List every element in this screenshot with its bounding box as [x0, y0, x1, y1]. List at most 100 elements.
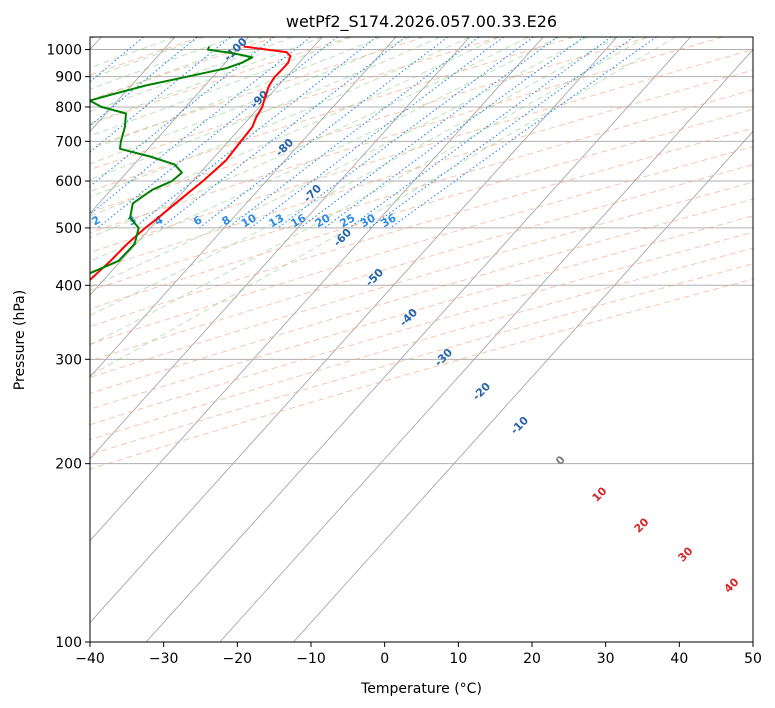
- moist-adiabat-line: [90, 37, 647, 346]
- x-tick-label: 0: [380, 651, 389, 667]
- x-tick-label: −30: [149, 651, 179, 667]
- dry-adiabat-line: [90, 69, 753, 273]
- chart-title: wetPf2_S174.2026.057.00.33.E26: [286, 12, 557, 32]
- dry-adiabat-label: -10: [508, 414, 531, 437]
- dewpoint-profile-line: [90, 46, 254, 275]
- dry-adiabats: [90, 37, 753, 470]
- x-tick-label: 40: [670, 651, 688, 667]
- y-tick-label: 500: [55, 221, 82, 237]
- isotherm-gridline: [90, 37, 323, 296]
- pressure-gridlines: [90, 49, 753, 642]
- y-axis: 1000 900 800 700 600 500 400 300 200 100: [46, 43, 90, 651]
- moist-adiabat-line: [90, 37, 529, 238]
- dry-adiabat-line: [90, 37, 425, 148]
- mixing-ratio-line: [133, 37, 377, 229]
- plot-area: -100-90-80-70-60-50-40-30-20-10010203040…: [0, 37, 753, 642]
- x-axis-title: Temperature (°C): [360, 681, 482, 697]
- x-tick-label: 30: [597, 651, 615, 667]
- y-tick-label: 700: [55, 134, 82, 150]
- mixing-ratio-line: [299, 37, 558, 229]
- mixing-ratio-label: 0.6: [0, 210, 9, 231]
- moist-adiabats: [90, 37, 677, 376]
- mixing-ratio-line: [90, 37, 144, 83]
- x-tick-label: 50: [744, 651, 762, 667]
- dry-adiabat-line: [90, 37, 649, 213]
- dry-adiabat-line: [90, 164, 753, 362]
- moist-adiabat-line: [90, 37, 618, 316]
- mixing-ratio-line: [277, 37, 534, 229]
- y-tick-label: 600: [55, 174, 82, 190]
- isotherm-gridline: [90, 37, 397, 378]
- x-tick-label: −10: [296, 651, 326, 667]
- mixing-ratio-line: [199, 37, 449, 229]
- dry-adiabat-line: [90, 37, 574, 192]
- mixing-ratio-line: [348, 37, 612, 229]
- mixing-ratio-line: [160, 37, 406, 229]
- y-tick-label: 300: [55, 352, 82, 368]
- y-tick-label: 400: [55, 278, 82, 294]
- mixing-ratio-line: [90, 37, 275, 188]
- y-tick-label: 1000: [46, 43, 82, 59]
- isotherm-gridline: [145, 37, 691, 642]
- moist-adiabat-line: [90, 37, 677, 376]
- plot-frame: [89, 36, 754, 643]
- dry-adiabat-label: 20: [632, 515, 652, 535]
- isotherm-gridline: [293, 130, 753, 642]
- mixing-ratio-line: [250, 37, 504, 229]
- moist-adiabat-line: [90, 37, 264, 101]
- x-tick-label: 20: [523, 651, 541, 667]
- dry-adiabat-line: [90, 37, 275, 101]
- dry-adiabat-line: [90, 49, 753, 254]
- dry-adiabat-line: [90, 231, 753, 426]
- mixing-ratio-line: [90, 37, 198, 127]
- x-tick-label: −20: [223, 651, 253, 667]
- moist-adiabat-line: [90, 37, 559, 262]
- temperature-profile-line: [90, 45, 292, 282]
- isotherm-gridline: [90, 37, 470, 460]
- moist-adiabat-line: [90, 37, 352, 137]
- dry-adiabat-line: [90, 181, 753, 378]
- moist-adiabat-line: [90, 37, 441, 181]
- dry-adiabat-label: 40: [722, 575, 742, 595]
- mixing-ratio-lines: [90, 37, 657, 229]
- sounding-profiles: [90, 45, 292, 282]
- x-tick-label: 10: [449, 651, 467, 667]
- dry-adiabat-line: [90, 215, 753, 410]
- dry-adiabat-line: [90, 263, 753, 456]
- dry-adiabat-label: -20: [470, 380, 493, 403]
- mixing-ratio-line: [90, 37, 231, 153]
- dry-adiabat-label: 10: [590, 484, 610, 504]
- mixing-ratio-label: 1: [31, 213, 44, 228]
- mixing-ratio-label: 2: [89, 213, 102, 228]
- y-tick-label: 200: [55, 457, 82, 473]
- isotherm-gridline: [90, 37, 618, 624]
- moist-adiabat-line: [90, 37, 588, 288]
- moist-adiabat-line: [90, 37, 470, 198]
- isotherm-gridline: [219, 48, 753, 642]
- mixing-ratio-line: [97, 37, 338, 229]
- dry-adiabat-line: [90, 146, 753, 345]
- x-axis: −40 −30 −20 −10 0 10 20 30 40 50: [75, 642, 762, 667]
- dry-adiabat-line: [90, 37, 500, 171]
- y-tick-label: 900: [55, 70, 82, 86]
- isotherm-gridline: [90, 37, 544, 542]
- dry-adiabat-line: [90, 37, 724, 234]
- moist-adiabat-line: [90, 37, 235, 90]
- mixing-ratio-line: [390, 37, 657, 229]
- y-axis-title: Pressure (hPa): [12, 290, 28, 390]
- mixing-ratio-line: [369, 37, 635, 229]
- moist-adiabat-line: [90, 37, 382, 150]
- mixing-ratio-line: [90, 37, 94, 41]
- dry-adiabat-label: -30: [432, 346, 455, 369]
- dry-adiabat-line: [90, 37, 350, 125]
- mixing-ratio-line: [90, 37, 311, 215]
- mixing-ratio-line: [324, 37, 585, 229]
- dry-adiabat-label: 0: [553, 453, 568, 468]
- dry-adiabat-label: 30: [676, 544, 696, 564]
- x-tick-label: −40: [75, 651, 105, 667]
- isotherm-gridlines: [90, 37, 753, 642]
- y-tick-label: 800: [55, 100, 82, 116]
